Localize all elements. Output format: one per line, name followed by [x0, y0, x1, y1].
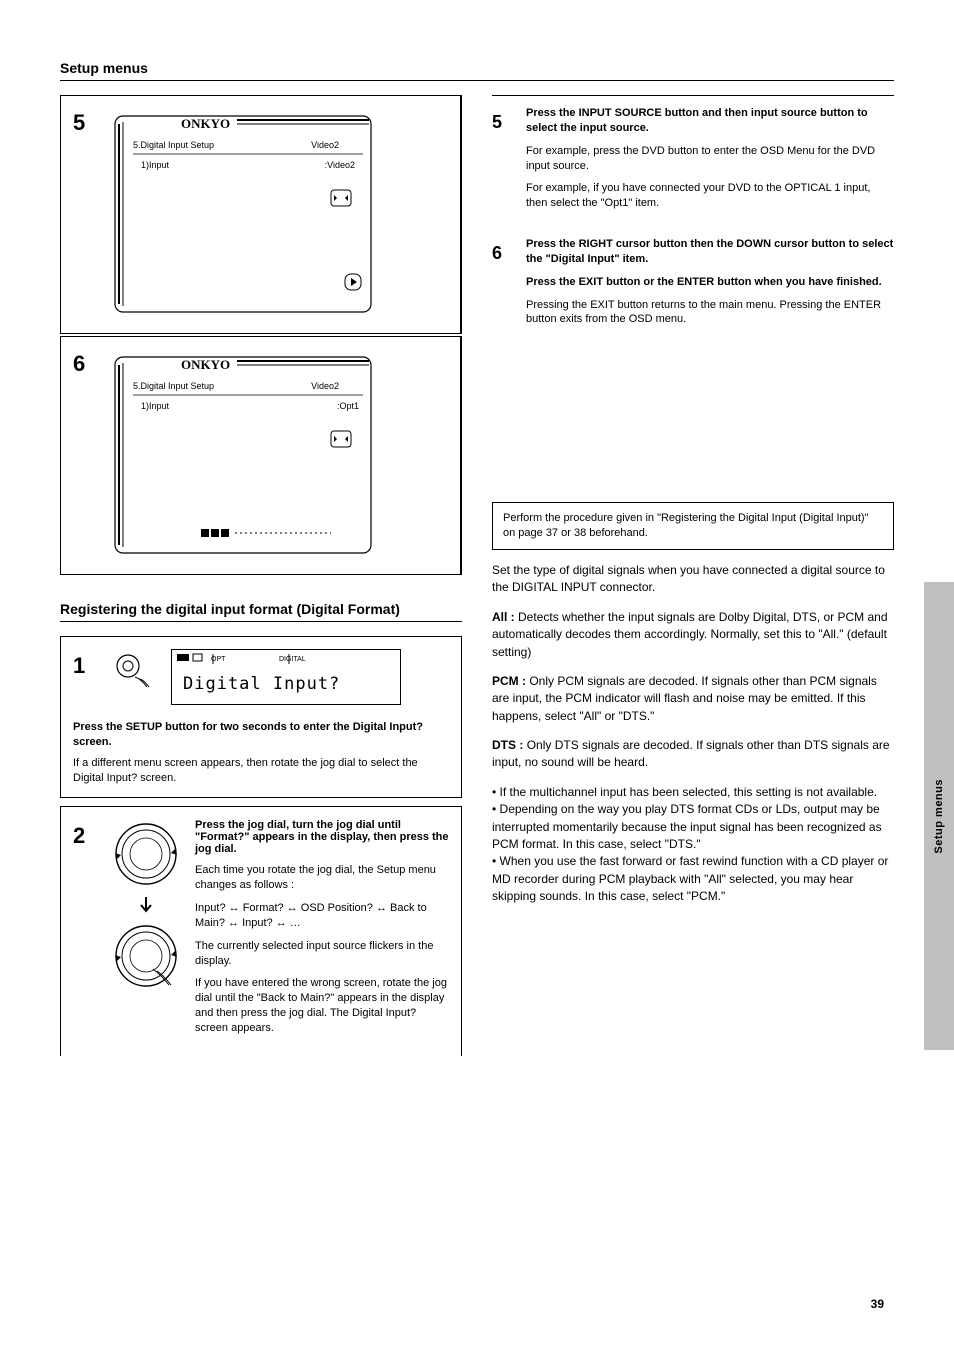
step-number: 5 — [73, 106, 97, 136]
remote-step-6: 6 ONKYO 5.Digital Input Setup Video2 — [60, 336, 462, 575]
svg-text:Digital Input?: Digital Input? — [183, 674, 340, 694]
svg-text:5.Digital Input Setup: 5.Digital Input Setup — [133, 140, 214, 150]
right-step5-title: Press the INPUT SOURCE button and then i… — [526, 106, 894, 136]
svg-text:ONKYO: ONKYO — [181, 116, 230, 131]
step-number: 6 — [492, 237, 516, 265]
step2-body2: The currently selected input source flic… — [195, 939, 449, 969]
dts-body: Only DTS signals are decoded. If signals… — [492, 738, 890, 769]
svg-text:ONKYO: ONKYO — [181, 357, 230, 372]
page-title: Setup menus — [60, 60, 148, 76]
right-step6-title: Press the RIGHT cursor button then the D… — [526, 237, 894, 267]
prerequisite-box: Perform the procedure given in "Register… — [492, 502, 894, 550]
step-number: 5 — [492, 106, 516, 134]
svg-text:Video2: Video2 — [311, 140, 339, 150]
step-number: 2 — [73, 819, 97, 849]
dts-label: DTS : — [492, 738, 523, 752]
step1-body: If a different menu screen appears, then… — [73, 756, 449, 786]
svg-text:Video2: Video2 — [311, 381, 339, 391]
step2-cycle: Input? ↔ Format? ↔ OSD Position? ↔ Back … — [195, 901, 449, 931]
side-tab: Setup menus — [924, 582, 954, 1050]
pcm-body: Only PCM signals are decoded. If signals… — [492, 674, 877, 723]
step-number: 1 — [73, 649, 97, 679]
step2-body3: If you have entered the wrong screen, ro… — [195, 976, 449, 1035]
section-header-digital-format: Registering the digital input format (Di… — [60, 601, 462, 622]
digital-format-notes: • If the multichannel input has been sel… — [492, 784, 894, 906]
lcd-display: OPT DIGITAL Digital Input? — [171, 649, 401, 710]
jog-dial-icon — [111, 819, 181, 991]
svg-text:5.Digital Input Setup: 5.Digital Input Setup — [133, 381, 214, 391]
step1-title: Press the SETUP button for two seconds t… — [73, 720, 449, 750]
step2-box: 2 — [60, 806, 462, 1055]
svg-text::Opt1: :Opt1 — [337, 401, 359, 411]
right-step5-body: For example, press the DVD button to ent… — [526, 144, 894, 174]
osd-screen-step5: ONKYO 5.Digital Input Setup Video2 1)Inp… — [111, 106, 379, 323]
step-number: 6 — [73, 347, 97, 377]
svg-text:DIGITAL: DIGITAL — [279, 656, 306, 663]
setup-button-hand-icon — [111, 649, 157, 700]
svg-text:1)Input: 1)Input — [141, 401, 170, 411]
arrow-down-icon — [136, 895, 156, 915]
right-step6-body-title: Press the EXIT button or the ENTER butto… — [526, 275, 894, 290]
step2-title: Press the jog dial, turn the jog dial un… — [195, 819, 449, 855]
right-step6-body: Pressing the EXIT button returns to the … — [526, 298, 894, 328]
page-number: 39 — [871, 1297, 884, 1311]
all-body: Detects whether the input signals are Do… — [492, 610, 888, 659]
osd-screen-step6: ONKYO 5.Digital Input Setup Video2 1)Inp… — [111, 347, 379, 564]
step1-box: 1 — [60, 636, 462, 798]
svg-text:1)Input: 1)Input — [141, 160, 170, 170]
jog-dial-press-icon — [111, 921, 181, 991]
pcm-label: PCM : — [492, 674, 526, 688]
step2-body1: Each time you rotate the jog dial, the S… — [195, 863, 449, 893]
all-label: All : — [492, 610, 515, 624]
svg-text::Video2: :Video2 — [325, 160, 355, 170]
right-step5-extra: For example, if you have connected your … — [526, 181, 894, 211]
remote-step-5: 5 ONKYO 5.Digital Input Setup — [60, 95, 462, 334]
digital-format-intro: Set the type of digital signals when you… — [492, 562, 894, 597]
side-tab-label: Setup menus — [933, 779, 945, 854]
